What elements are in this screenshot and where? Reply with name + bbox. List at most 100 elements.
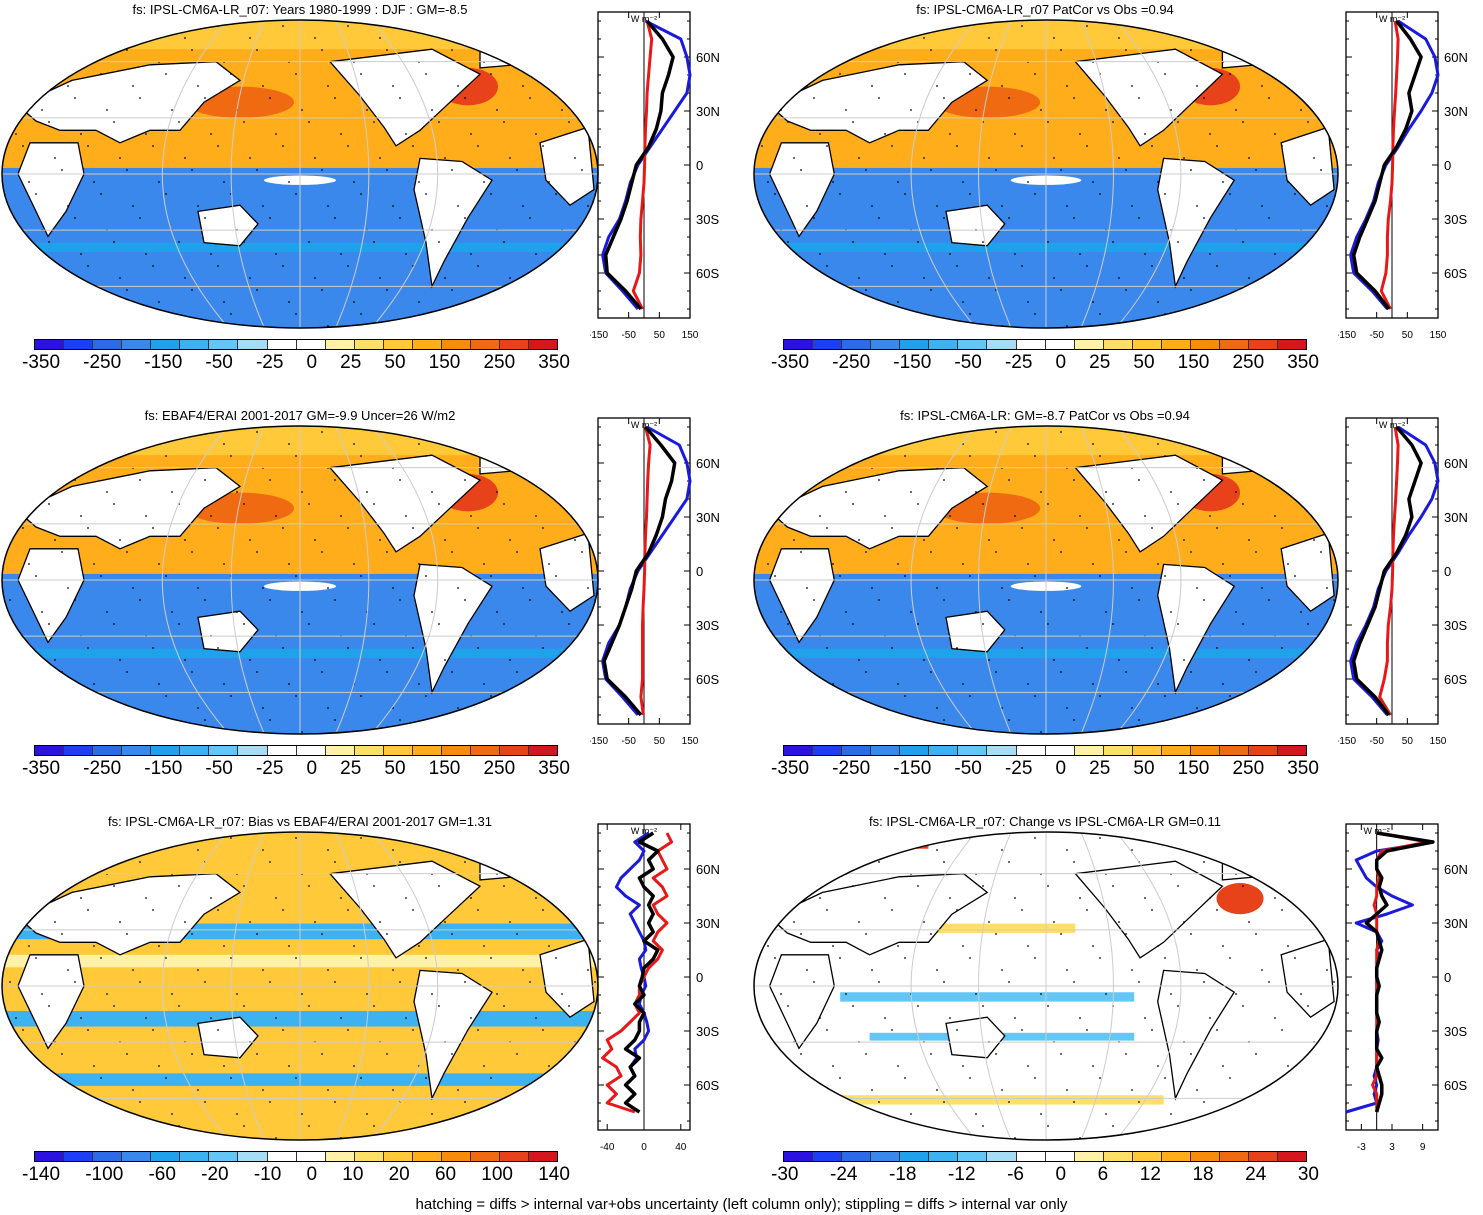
colorbar bbox=[783, 339, 1307, 350]
colorbar-swatch bbox=[784, 1152, 814, 1161]
colorbar-swatch bbox=[1190, 340, 1220, 349]
colorbar-tick-label: -12 bbox=[948, 1164, 976, 1185]
latitude-tick-label: 0 bbox=[696, 564, 703, 579]
colorbar-swatch bbox=[122, 340, 152, 349]
colorbar-swatch bbox=[441, 1152, 471, 1161]
colorbar-tick-label: -250 bbox=[83, 352, 122, 373]
colorbar-swatch bbox=[470, 1152, 500, 1161]
colorbar-swatch bbox=[529, 340, 558, 349]
colorbar-tick-label: 0 bbox=[306, 758, 318, 779]
colorbar-tick-label: -150 bbox=[893, 758, 932, 779]
profile-line-black bbox=[623, 831, 660, 1114]
colorbar-swatch bbox=[122, 746, 152, 755]
colorbar-tick-label: 10 bbox=[342, 1164, 364, 1185]
panel-title: fs: IPSL-CM6A-LR_r07: Change vs IPSL-CM6… bbox=[869, 814, 1221, 829]
colorbar-swatch bbox=[929, 746, 959, 755]
colorbar-swatch bbox=[958, 1152, 988, 1161]
colorbar-tick-label: 18 bbox=[1192, 1164, 1214, 1185]
colorbar-swatch bbox=[842, 746, 872, 755]
profile-units-label: W m⁻² bbox=[631, 420, 657, 430]
latitude-tick-label: 30N bbox=[696, 916, 720, 931]
latitude-tick-label: 60S bbox=[1444, 266, 1467, 281]
colorbar-tick-label: 250 bbox=[483, 758, 516, 779]
colorbar-tick-label: 0 bbox=[1055, 758, 1067, 779]
colorbar-tick-label: -140 bbox=[22, 1164, 61, 1185]
colorbar-swatch bbox=[900, 340, 930, 349]
zonal-mean-profile: W m⁻² 60N 30N 0 30S 60S -3 3 9 bbox=[1345, 823, 1468, 1153]
colorbar-swatch bbox=[122, 1152, 152, 1161]
colorbar-swatch bbox=[93, 746, 123, 755]
profile-x-tick-label: -50 bbox=[621, 330, 636, 341]
colorbar-swatch bbox=[500, 746, 530, 755]
colorbar-swatch bbox=[813, 340, 843, 349]
colorbar-swatch bbox=[1045, 1152, 1075, 1161]
profile-line-red bbox=[1378, 426, 1400, 716]
colorbar-swatch bbox=[958, 340, 988, 349]
profile-units-label: W m⁻² bbox=[1364, 826, 1390, 836]
colorbar-swatch bbox=[1190, 746, 1220, 755]
profile-line-black bbox=[603, 19, 675, 311]
colorbar-tick-label: 30 bbox=[1297, 1164, 1319, 1185]
colorbar-tick-label: 350 bbox=[1287, 758, 1319, 779]
map bbox=[753, 425, 1339, 735]
colorbar-swatch bbox=[354, 1152, 384, 1161]
colorbar-tick-label: -250 bbox=[83, 758, 122, 779]
colorbar-swatch bbox=[238, 340, 268, 349]
latitude-tick-label: 60N bbox=[1444, 862, 1468, 877]
colorbar-swatch bbox=[1219, 340, 1249, 349]
colorbar-swatch bbox=[1249, 340, 1279, 349]
profile-line-blue bbox=[1349, 19, 1440, 310]
colorbar-tick-label: -20 bbox=[201, 1164, 229, 1185]
latitude-tick-label: 30S bbox=[696, 1024, 719, 1039]
colorbar-tick-label: -350 bbox=[771, 352, 810, 373]
colorbar-swatch bbox=[180, 1152, 210, 1161]
profile-x-tick-label: 50 bbox=[654, 330, 666, 341]
colorbar-tick-label: 250 bbox=[1232, 758, 1265, 779]
colorbar-swatch bbox=[151, 340, 181, 349]
latitude-tick-label: 30N bbox=[1444, 916, 1468, 931]
colorbar-tick-label: -6 bbox=[1007, 1164, 1024, 1185]
colorbar-swatch bbox=[180, 340, 210, 349]
colorbar-swatch bbox=[35, 1152, 65, 1161]
panel-title: fs: IPSL-CM6A-LR_r07 PatCor vs Obs =0.94 bbox=[916, 2, 1174, 17]
colorbar-swatch bbox=[929, 1152, 959, 1161]
zonal-mean-profile: W m⁻² 60N 30N 0 30S 60S -150 -50 50 150 bbox=[1338, 417, 1468, 747]
colorbar-tick-label: 25 bbox=[340, 758, 362, 779]
colorbar-swatch bbox=[151, 1152, 181, 1161]
colorbar-swatch bbox=[383, 340, 413, 349]
colorbar-swatch bbox=[1103, 1152, 1133, 1161]
colorbar-swatch bbox=[1074, 746, 1104, 755]
map bbox=[1, 425, 599, 735]
profile-line-blue bbox=[601, 19, 692, 310]
colorbar-swatch bbox=[383, 1152, 413, 1161]
zonal-mean-profile: W m⁻² 60N 30N 0 30S 60S -40 0 40 bbox=[597, 823, 720, 1153]
colorbar-swatch bbox=[151, 746, 181, 755]
colorbar-swatch bbox=[784, 746, 814, 755]
colorbar-swatch bbox=[238, 1152, 268, 1161]
profile-x-tick-label: 9 bbox=[1420, 1142, 1426, 1153]
colorbar-labels: -30 -24 -18 -12 -6 0 6 12 18 24 30 bbox=[771, 1164, 1319, 1186]
colorbar-swatch bbox=[1161, 1152, 1191, 1161]
latitude-tick-label: 60N bbox=[696, 862, 720, 877]
colorbar-tick-label: -25 bbox=[255, 758, 284, 779]
colorbar-swatch bbox=[412, 746, 442, 755]
colorbar-tick-label: 6 bbox=[1097, 1164, 1109, 1185]
profile-line-blue bbox=[601, 425, 692, 716]
colorbar-tick-label: -350 bbox=[771, 758, 810, 779]
colorbar-swatch bbox=[813, 746, 843, 755]
colorbar-swatch bbox=[64, 340, 94, 349]
colorbar-swatch bbox=[1045, 340, 1075, 349]
colorbar-tick-label: 100 bbox=[481, 1164, 513, 1185]
colorbar-tick-label: 150 bbox=[428, 352, 461, 373]
colorbar-swatch bbox=[1219, 746, 1249, 755]
map bbox=[1, 831, 599, 1141]
colorbar-tick-label: -50 bbox=[954, 758, 982, 779]
colorbar-tick-label: 60 bbox=[434, 1164, 457, 1185]
colorbar-swatch bbox=[412, 1152, 442, 1161]
colorbar-tick-label: 0 bbox=[1055, 352, 1067, 373]
profile-x-tick-label: 0 bbox=[641, 1142, 647, 1153]
colorbar bbox=[34, 339, 558, 350]
colorbar-tick-label: 24 bbox=[1245, 1164, 1267, 1185]
colorbar-swatch bbox=[1278, 340, 1307, 349]
colorbar-swatch bbox=[238, 746, 268, 755]
